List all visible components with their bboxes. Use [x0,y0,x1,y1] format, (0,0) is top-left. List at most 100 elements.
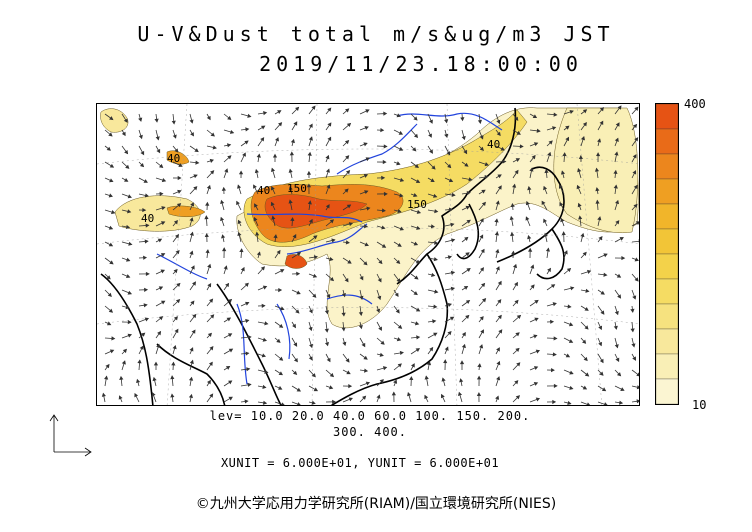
wind-arrow-head [295,106,300,111]
wind-arrow-head [109,349,115,354]
colorbar-swatch [655,128,679,155]
wind-arrow-head [634,257,639,262]
wind-arrow-head [613,325,618,330]
wind-arrow-head [324,310,329,315]
wind-arrow-head [568,322,574,327]
wind-arrow-head [444,133,449,139]
wind-arrow-head [140,150,145,156]
wind-arrow-head [502,159,507,164]
colorbar-swatch [655,203,679,230]
wind-arrow-head [479,135,484,140]
wind-arrow-head [244,140,249,145]
wind-arrow-head [465,300,471,304]
wind-arrow-head [463,149,468,155]
wind-arrow-head [599,371,604,376]
wind-arrow-head [510,231,515,237]
wind-arrow-head [614,137,619,143]
wind-arrow [631,240,639,243]
coastlines [100,107,565,405]
wind-arrow-head [414,275,419,280]
wind-arrow-head [525,216,530,221]
wind-arrow-head [189,359,194,365]
wind-arrow-head [497,299,502,304]
wind-arrow-head [631,343,636,348]
wind-arrow-head [278,356,284,361]
wind-arrow-head [247,335,252,340]
wind-arrow-head [413,291,418,296]
wind-arrow-head [127,320,132,325]
wind-arrow-head [381,243,387,248]
wind-arrow-head [429,149,433,154]
wind-arrow-head [342,341,347,347]
wind-arrow-head [533,142,539,147]
wind-arrow-head [552,399,557,405]
wind-arrow-head [598,341,603,347]
wind-arrow-head [632,154,637,159]
wind-arrow-head [345,240,350,245]
wind-arrow-head [152,376,157,382]
wind-arrow-head [327,136,332,141]
wind-arrow-head [278,385,283,390]
wind-arrow-head [324,342,330,347]
wind-arrow-head [565,125,570,130]
wind-arrow-head [359,295,364,301]
wind-arrow-head [434,240,439,245]
wind-arrow-head [242,152,246,157]
wind-arrow-head [127,209,132,214]
colorbar-swatch [655,303,679,330]
wind-arrow-head [308,356,313,361]
wind-arrow-head [496,131,501,137]
wind-arrow-head [416,225,421,230]
wind-arrow-head [544,168,549,174]
wind-arrow-head [227,298,233,303]
wind-arrow-head [245,301,250,306]
colorbar [655,103,679,405]
wind-arrow-head [293,357,298,363]
wind-arrow-head [151,392,156,397]
wind-arrow-head [205,249,210,254]
wind-arrow-head [263,111,268,116]
wind-arrow-head [108,225,114,230]
wind-arrow-head [416,209,421,214]
wind-arrow-head [332,399,336,404]
wind-arrow-head [344,140,350,145]
wind-arrow-head [288,168,293,173]
wind-arrow-head [553,383,558,388]
wind-arrow-head [278,287,283,293]
wind-arrow-head [246,367,251,372]
wind-arrow-head [161,300,166,305]
wind-arrow-head [247,382,252,387]
wind-arrow-head [615,220,620,225]
wind-arrow-head [123,118,128,123]
wind-arrow-head [331,238,336,243]
wind-arrow-head [595,187,600,192]
wind-arrow-head [105,363,110,369]
wind-arrow-head [444,346,449,351]
wind-arrow-head [563,250,568,255]
wind-arrow-head [396,113,401,118]
wind-arrow-head [311,400,316,405]
wind-arrow-head [278,371,283,376]
wind-arrow-head [411,363,415,368]
wind-arrow-head [514,116,519,121]
dust-shading [100,107,639,329]
wind-arrow-head [466,219,471,224]
wind-arrow-head [460,117,465,122]
wind-arrow-head [209,298,214,303]
wind-arrow-head [441,377,446,382]
wind-arrow-head [313,387,319,392]
contour-label-40-ne: 40 [487,138,500,151]
wind-arrow-head [465,314,470,319]
wind-arrow-head [635,221,639,226]
wind-arrow-head [329,277,335,282]
wind-arrow-head [543,232,548,237]
wind-arrow-head [495,395,500,400]
wind-arrow-head [632,295,637,300]
wind-arrow-head [620,387,625,392]
wind-arrow-head [307,200,312,205]
wind-arrow-head [580,136,586,141]
wind-arrow-head [225,365,231,370]
wind-arrow-head [326,184,331,189]
wind-arrow-head [484,175,489,180]
wind-arrow-head [227,115,232,121]
